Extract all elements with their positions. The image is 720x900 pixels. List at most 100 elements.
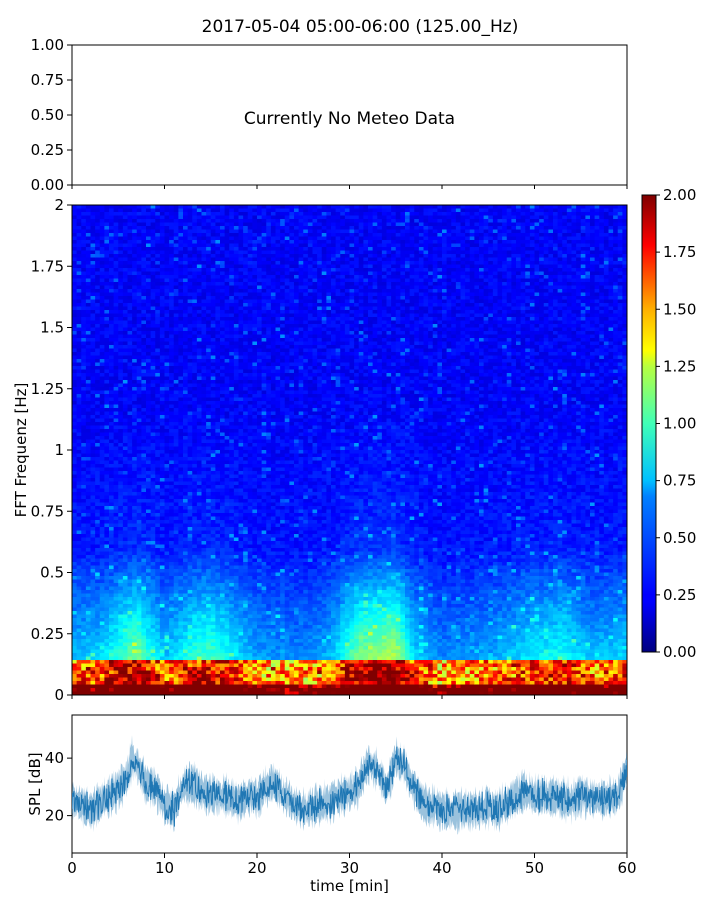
spectrogram-cell [99,639,105,643]
spectrogram-cell [187,551,193,556]
spectrogram-cell [146,397,152,402]
spectrogram-cell [173,516,179,521]
spectrogram-cell [173,635,179,640]
spectrogram-cell [127,534,133,538]
spectrogram-cell [196,236,202,241]
spectrogram-cell [150,593,156,598]
spectrogram-cell [76,590,82,594]
spectrogram-cell [132,240,138,244]
spectrogram-cell [127,681,133,685]
spectrogram-cell [164,660,170,664]
spectrogram-cell [118,537,124,542]
spectrogram-cell [183,359,189,363]
spectrogram-cell [113,572,119,577]
spectrogram-cell [118,271,124,276]
spectrogram-cell [132,660,138,664]
spectrogram-cell [132,551,138,556]
spectrogram-cell [141,660,147,664]
spectrogram-cell [81,338,87,342]
spectrogram-cell [90,586,96,591]
spectrogram-cell [187,597,193,601]
spectrogram-cell [173,292,179,297]
spectrogram-cell [95,593,101,598]
spectrogram-cell [81,352,87,356]
spectrogram-cell [183,432,189,437]
spectrogram-cell [155,404,161,409]
spectrogram-cell [109,366,115,370]
spectrogram-cell [224,380,230,384]
spectrogram-cell [122,411,128,416]
spectrogram-cell [159,439,165,444]
spectrogram-cell [109,488,115,493]
spectrogram-cell [220,642,226,647]
spectrogram-cell [122,352,128,356]
spectrogram-cell [159,625,165,629]
spectrogram-cell [132,453,138,458]
spectrogram-cell [224,352,230,356]
spectrogram-cell [210,271,216,276]
spectrogram-cell [196,331,202,335]
spectrogram-cell [210,653,216,657]
meteo-y-tick-label: 0.25 [31,141,64,159]
spectrogram-cell [155,604,161,608]
spectrogram-cell [187,474,193,479]
spectrogram-cell [90,677,96,682]
spectrogram-cell [118,429,124,433]
spectrogram-cell [183,555,189,559]
spectrogram-cell [173,243,179,248]
spectrogram-cell [76,670,82,675]
spectrogram-cell [122,205,128,209]
spectrogram-cell [187,558,193,563]
spectrogram-cell [210,464,216,468]
spectrogram-cell [201,429,207,433]
spectrogram-cell [192,611,198,615]
spectrogram-cell [76,278,82,283]
spectrogram-cell [220,663,226,668]
spectrogram-cell [85,639,91,643]
spectrogram-cell [201,649,207,654]
spectrogram-cell [201,565,207,570]
spectrogram-cell [215,555,221,559]
spectrogram-cell [229,663,235,668]
spectrogram-cell [122,495,128,500]
spectrogram-cell [178,376,184,381]
spectrogram-cell [141,688,147,692]
spectrogram-cell [113,229,119,234]
spectrogram-cell [173,397,179,402]
spectrogram-cell [95,667,101,671]
spectrogram-cell [150,373,156,377]
spectrogram-cell [201,313,207,318]
spectrogram-cell [164,212,170,216]
spectrogram-cell [81,450,87,454]
spectrogram-cell [192,513,198,517]
spectrogram-cell [146,495,152,500]
spectrogram-cell [99,205,105,209]
spectrogram-cell [109,418,115,423]
spectrogram-cell [183,506,189,510]
spectrogram-cell [99,425,105,430]
spectrogram-cell [104,383,110,388]
spectrogram-cell [187,481,193,486]
spectrogram-cell [224,590,230,594]
spectrogram-cell [146,429,152,433]
spectrogram-cell [178,240,184,244]
spectrogram-cell [178,289,184,293]
spectrogram-cell [215,562,221,566]
spectrogram-cell [196,401,202,405]
spectrogram-cell [122,670,128,675]
spectrogram-cell [178,502,184,507]
spectrogram-cell [201,551,207,556]
spectrogram-cell [220,408,226,412]
spectrogram-cell [187,285,193,290]
spectrogram-cell [122,317,128,321]
spectrogram-cell [215,222,221,227]
spectrogram-cell [95,425,101,430]
spectrogram-cell [229,233,235,237]
spectrogram-cell [127,247,133,251]
spectrogram-cell [192,394,198,398]
spectrogram-cell [206,674,212,678]
spectrogram-cell [178,642,184,647]
spectrogram-cell [146,450,152,454]
spectrogram-cell [146,537,152,542]
spectrogram-cell [187,292,193,297]
